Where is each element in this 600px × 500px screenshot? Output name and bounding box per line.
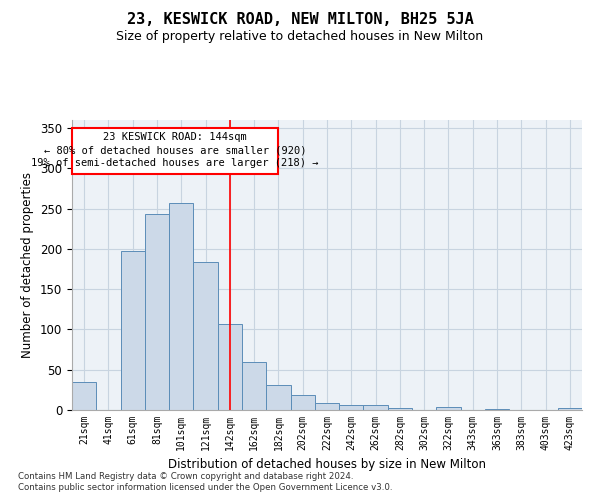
Bar [72,382,96,410]
Text: Contains public sector information licensed under the Open Government Licence v3: Contains public sector information licen… [18,484,392,492]
X-axis label: Distribution of detached houses by size in New Milton: Distribution of detached houses by size … [168,458,486,471]
Text: Size of property relative to detached houses in New Milton: Size of property relative to detached ho… [116,30,484,43]
Bar [388,408,412,410]
Text: 19% of semi-detached houses are larger (218) →: 19% of semi-detached houses are larger (… [31,158,319,168]
Bar [193,262,218,410]
Bar [242,362,266,410]
Bar [218,324,242,410]
Text: 23 KESWICK ROAD: 144sqm: 23 KESWICK ROAD: 144sqm [103,132,247,142]
Bar [558,408,582,410]
Y-axis label: Number of detached properties: Number of detached properties [22,172,34,358]
Bar [485,409,509,410]
Bar [436,407,461,410]
Bar [339,405,364,410]
Bar [290,394,315,410]
Bar [315,403,339,410]
Bar [121,250,145,410]
Bar [169,203,193,410]
Bar [266,385,290,410]
Bar [145,214,169,410]
Text: Contains HM Land Registry data © Crown copyright and database right 2024.: Contains HM Land Registry data © Crown c… [18,472,353,481]
Bar [364,405,388,410]
Text: ← 80% of detached houses are smaller (920): ← 80% of detached houses are smaller (92… [44,145,307,155]
Text: 23, KESWICK ROAD, NEW MILTON, BH25 5JA: 23, KESWICK ROAD, NEW MILTON, BH25 5JA [127,12,473,28]
